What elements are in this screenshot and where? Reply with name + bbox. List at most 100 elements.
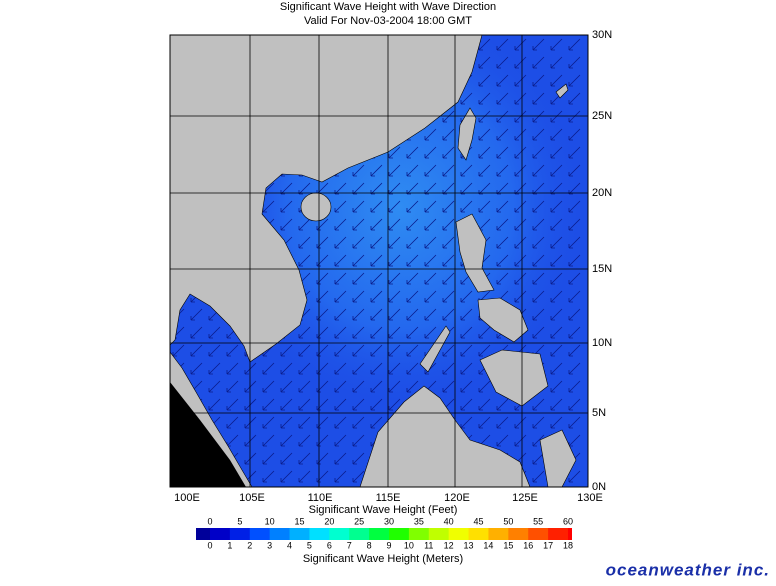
wave-arrow (514, 110, 527, 123)
wave-arrow (298, 218, 311, 231)
wave-arrow (442, 164, 455, 177)
wave-arrow (460, 398, 473, 411)
sumatra (170, 382, 246, 487)
wave-arrow (568, 272, 581, 285)
wave-arrow (334, 236, 347, 249)
wave-arrow (424, 326, 437, 339)
wave-arrow (514, 92, 527, 105)
wave-arrow (568, 128, 581, 141)
feet-tick: 10 (265, 516, 275, 526)
meter-tick: 17 (543, 540, 553, 550)
wave-arrow (550, 128, 563, 141)
wave-arrow (550, 56, 563, 69)
colorbar: 0 5 10 15 20 25 30 35 40 45 50 55 600 1 2 3 4 5 6 7 8 9 10 11 12… (196, 516, 573, 550)
mainland (170, 35, 483, 363)
wave-arrow (352, 254, 365, 267)
wave-arrow (568, 254, 581, 267)
colorbar-segment (329, 528, 350, 540)
wave-arrow (208, 362, 221, 375)
wave-arrow (460, 200, 473, 213)
wave-arrow (550, 236, 563, 249)
wave-arrow (334, 272, 347, 285)
wave-arrow (532, 470, 545, 483)
wave-arrow (262, 362, 275, 375)
wave-arrow (514, 38, 527, 51)
wave-arrow (226, 398, 239, 411)
colorbar-segment (349, 528, 370, 540)
wave-arrow (406, 200, 419, 213)
wave-arrow (388, 308, 401, 321)
meter-title: Significant Wave Height (Meters) (303, 553, 463, 565)
feet-tick: 60 (563, 516, 573, 526)
wave-arrow (478, 164, 491, 177)
wave-arrow (460, 164, 473, 177)
wave-arrow (352, 326, 365, 339)
wave-arrow (514, 56, 527, 69)
graticule (170, 35, 588, 487)
wave-arrow (298, 416, 311, 429)
lon-label: 120E (444, 492, 470, 504)
lon-label: 130E (577, 492, 603, 504)
wave-arrow (190, 308, 203, 321)
wave-arrow (388, 218, 401, 231)
wave-arrow (370, 398, 383, 411)
wave-arrow (370, 164, 383, 177)
wave-arrow (550, 398, 563, 411)
wave-arrow (262, 452, 275, 465)
wave-arrow (442, 272, 455, 285)
wave-arrow (370, 236, 383, 249)
meter-tick: 8 (367, 540, 372, 550)
wave-arrow (568, 380, 581, 393)
wave-arrow (550, 290, 563, 303)
wave-arrow (352, 272, 365, 285)
wave-arrow (478, 128, 491, 141)
wave-arrow (532, 218, 545, 231)
feet-tick: 50 (503, 516, 513, 526)
wave-arrow (532, 200, 545, 213)
wave-arrow (280, 470, 293, 483)
wave-arrow (280, 362, 293, 375)
wave-arrow (370, 218, 383, 231)
wave-arrow (478, 326, 491, 339)
lon-label: 100E (174, 492, 200, 504)
wave-arrow (388, 272, 401, 285)
meter-tick: 7 (347, 540, 352, 550)
wave-arrow (190, 344, 203, 357)
wave-arrow (568, 326, 581, 339)
wave-arrow (550, 344, 563, 357)
wave-arrow (388, 362, 401, 375)
wave-arrow (334, 398, 347, 411)
meter-tick: 0 (207, 540, 212, 550)
wave-arrow (352, 470, 365, 483)
wave-arrow (424, 164, 437, 177)
wave-arrow (496, 128, 509, 141)
wave-arrow (532, 254, 545, 267)
wave-arrow (442, 128, 455, 141)
wave-arrow (370, 380, 383, 393)
wave-arrow (496, 200, 509, 213)
colorbar-edge (196, 528, 210, 540)
wave-arrow (478, 56, 491, 69)
sulawesi (539, 429, 577, 487)
wave-arrow (478, 74, 491, 87)
lat-label: 0N (592, 481, 606, 493)
map-labels: 100E 105E 110E 115E 120E 125E 130E 30N 25N 20N 15N… (174, 29, 612, 504)
wave-arrow (298, 362, 311, 375)
wave-arrow (370, 308, 383, 321)
wave-arrow (370, 416, 383, 429)
wave-arrow (424, 128, 437, 141)
feet-tick: 35 (414, 516, 424, 526)
wave-arrow (550, 200, 563, 213)
wave-arrow (478, 92, 491, 105)
wave-arrow (532, 236, 545, 249)
feet-title: Significant Wave Height (Feet) (309, 504, 458, 516)
wave-arrow (352, 380, 365, 393)
colorbar-segment (229, 528, 251, 540)
lon-label: 110E (308, 492, 333, 504)
lat-label: 5N (592, 407, 606, 419)
wave-arrow (352, 200, 365, 213)
feet-tick: 0 (207, 516, 212, 526)
hainan (300, 192, 332, 222)
wave-arrow (514, 254, 527, 267)
